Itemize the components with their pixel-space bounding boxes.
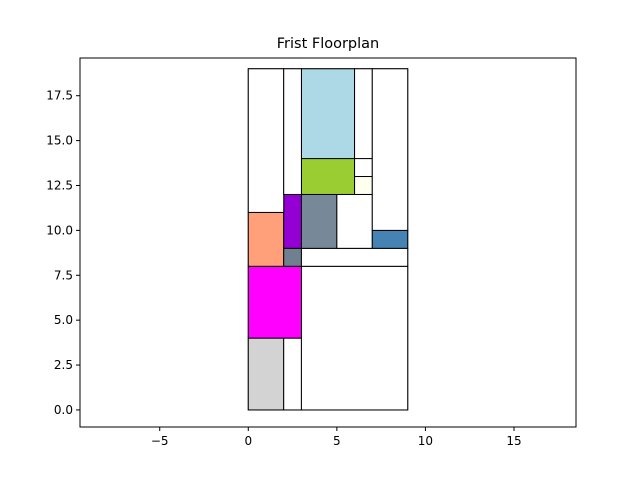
room-rect-7: [300, 247, 409, 267]
x-axis: −5 0 5 10 15: [151, 427, 522, 448]
y-axis: 0.0 2.5 5.0 7.5 10.0 12.5 15.0 17.5: [46, 89, 80, 417]
x-tick-label: 0: [244, 434, 252, 448]
y-tick-label: 0.0: [54, 403, 73, 417]
room-rect-14: [354, 158, 373, 178]
x-tick-label: −5: [151, 434, 169, 448]
room-rect-8: [283, 193, 302, 249]
y-tick-label: 12.5: [46, 178, 73, 192]
y-tick-label: 17.5: [46, 89, 73, 103]
room-rect-4: [247, 265, 302, 339]
rooms-group: [247, 68, 409, 411]
room-rect-12: [300, 158, 356, 195]
x-tick-label: 10: [418, 434, 433, 448]
y-tick-label: 5.0: [54, 313, 73, 327]
room-rect-2: [283, 337, 302, 411]
room-rect-11: [371, 229, 409, 249]
room-rect-17: [283, 68, 302, 195]
room-rect-6: [283, 247, 302, 267]
room-rect-15: [300, 68, 356, 160]
y-tick-label: 10.0: [46, 223, 73, 237]
room-rect-16: [247, 68, 285, 213]
room-rect-13: [354, 176, 373, 195]
x-tick-label: 5: [333, 434, 341, 448]
y-tick-label: 7.5: [54, 268, 73, 282]
room-rect-9: [300, 193, 338, 249]
room-rect-10: [336, 193, 373, 249]
room-rect-18: [354, 68, 373, 160]
room-rect-19: [371, 68, 409, 231]
room-rect-3: [300, 265, 409, 411]
x-tick-label: 15: [506, 434, 521, 448]
room-rect-1: [247, 337, 285, 411]
room-rect-5: [247, 211, 285, 267]
chart-title: Frist Floorplan: [277, 36, 380, 52]
axes-frame: [79, 57, 577, 428]
y-tick-label: 2.5: [54, 358, 73, 372]
y-tick-label: 15.0: [46, 134, 73, 148]
